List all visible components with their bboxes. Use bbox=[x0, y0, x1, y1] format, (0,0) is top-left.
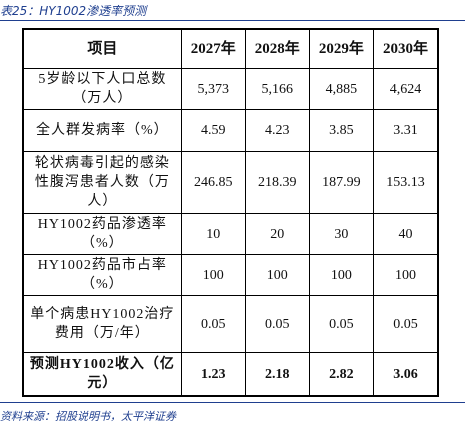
value-cell: 246.85 bbox=[180, 151, 246, 214]
value-cell: 153.13 bbox=[372, 151, 439, 214]
header-cell: 项目 bbox=[22, 28, 182, 69]
table-row: 单个病患HY1002治疗费用（万/年） 0.05 0.05 0.05 0.05 bbox=[22, 295, 439, 353]
value-cell: 4,885 bbox=[308, 68, 374, 110]
source-note: 资料来源：招股说明书，太平洋证券 bbox=[0, 410, 176, 423]
table-row: 5岁龄以下人口总数（万人） 5,373 5,166 4,885 4,624 bbox=[22, 68, 439, 110]
value-cell: 2.18 bbox=[244, 352, 310, 397]
value-cell: 30 bbox=[308, 213, 374, 255]
value-cell: 3.31 bbox=[372, 109, 439, 152]
value-cell: 0.05 bbox=[244, 295, 310, 353]
row-label: 单个病患HY1002治疗费用（万/年） bbox=[22, 295, 182, 353]
value-cell: 4.23 bbox=[244, 109, 310, 152]
value-cell: 5,373 bbox=[180, 68, 246, 110]
value-cell: 100 bbox=[372, 254, 439, 296]
row-label: 5岁龄以下人口总数（万人） bbox=[22, 68, 182, 110]
value-cell: 5,166 bbox=[244, 68, 310, 110]
value-cell: 4,624 bbox=[372, 68, 439, 110]
title-rule bbox=[0, 20, 465, 21]
header-cell: 2029年 bbox=[308, 28, 374, 69]
row-label: HY1002药品市占率（%） bbox=[22, 254, 182, 296]
row-label: 全人群发病率（%） bbox=[22, 109, 182, 152]
row-label: HY1002药品渗透率（%） bbox=[22, 213, 182, 255]
footer-rule bbox=[0, 402, 465, 403]
value-cell: 10 bbox=[180, 213, 246, 255]
value-cell: 100 bbox=[180, 254, 246, 296]
value-cell: 1.23 bbox=[180, 352, 246, 397]
table-row: 预测HY1002收入（亿元） 1.23 2.18 2.82 3.06 bbox=[22, 352, 439, 397]
header-cell: 2030年 bbox=[372, 28, 439, 69]
value-cell: 2.82 bbox=[308, 352, 374, 397]
value-cell: 0.05 bbox=[180, 295, 246, 353]
row-label: 轮状病毒引起的感染性腹泻患者人数（万人） bbox=[22, 151, 182, 214]
value-cell: 0.05 bbox=[308, 295, 374, 353]
value-cell: 100 bbox=[244, 254, 310, 296]
value-cell: 0.05 bbox=[372, 295, 439, 353]
forecast-table: 项目 2027年 2028年 2029年 2030年 5岁龄以下人口总数（万人）… bbox=[22, 28, 439, 397]
value-cell: 3.06 bbox=[372, 352, 439, 397]
table-row: 全人群发病率（%） 4.59 4.23 3.85 3.31 bbox=[22, 109, 439, 152]
table-title: 表25：HY1002渗透率预测 bbox=[0, 4, 147, 18]
value-cell: 40 bbox=[372, 213, 439, 255]
header-cell: 2028年 bbox=[244, 28, 310, 69]
value-cell: 3.85 bbox=[308, 109, 374, 152]
header-row: 项目 2027年 2028年 2029年 2030年 bbox=[22, 28, 439, 69]
row-label: 预测HY1002收入（亿元） bbox=[22, 352, 182, 397]
table-row: HY1002药品渗透率（%） 10 20 30 40 bbox=[22, 213, 439, 255]
table-row: 轮状病毒引起的感染性腹泻患者人数（万人） 246.85 218.39 187.99 15… bbox=[22, 151, 439, 214]
value-cell: 4.59 bbox=[180, 109, 246, 152]
value-cell: 20 bbox=[244, 213, 310, 255]
value-cell: 218.39 bbox=[244, 151, 310, 214]
value-cell: 187.99 bbox=[308, 151, 374, 214]
value-cell: 100 bbox=[308, 254, 374, 296]
header-cell: 2027年 bbox=[180, 28, 246, 69]
table-row: HY1002药品市占率（%） 100 100 100 100 bbox=[22, 254, 439, 296]
